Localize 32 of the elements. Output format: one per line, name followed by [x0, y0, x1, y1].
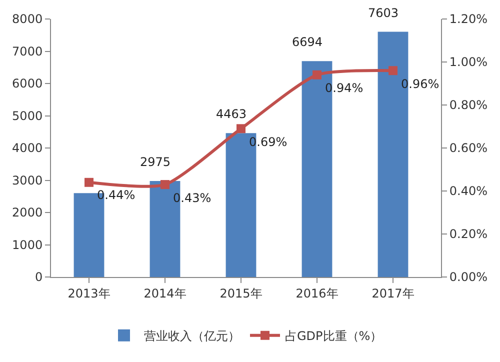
- y2-tick-label: 0.00%: [449, 270, 488, 284]
- y2-tick-label: 0.20%: [449, 227, 488, 242]
- y2-tick-label: 0.80%: [449, 98, 488, 112]
- legend-label: 营业收入（亿元）: [144, 329, 240, 344]
- x-tick-label: 2015年: [220, 286, 262, 300]
- x-tick-label: 2014年: [144, 286, 186, 300]
- y-tick-label: 6000: [12, 76, 43, 91]
- point: [84, 178, 94, 187]
- y-tick-label: 5000: [12, 108, 43, 123]
- y-tick-label: 2000: [12, 206, 43, 220]
- point: [312, 70, 322, 80]
- data-label: 4463: [216, 107, 247, 121]
- data-label: 2975: [140, 155, 171, 169]
- data-label: 6694: [292, 35, 323, 49]
- y2-tick-label: 0.40%: [449, 184, 488, 198]
- point: [160, 180, 170, 190]
- x-tick-label: 2016年: [296, 286, 338, 300]
- y-tick-label: 0: [34, 270, 43, 284]
- y-tick-label: 3000: [12, 173, 43, 188]
- y2-tick-label: 0.60%: [449, 141, 488, 156]
- y-tick-label: 7000: [12, 44, 43, 58]
- point: [388, 66, 398, 76]
- x-tick-label: 2013年: [68, 286, 110, 300]
- data-label: 7603: [368, 6, 399, 20]
- y-tick-label: 8000: [12, 12, 43, 26]
- legend-label: 占GDP比重（%）: [285, 329, 382, 344]
- point: [236, 124, 246, 134]
- y-tick-label: 1000: [12, 238, 43, 252]
- x-tick-label: 2017年: [372, 286, 414, 300]
- y2-tick-label: 1.00%: [449, 55, 488, 70]
- y-tick-label: 4000: [12, 141, 43, 156]
- y2-tick-label: 1.20%: [449, 12, 488, 26]
